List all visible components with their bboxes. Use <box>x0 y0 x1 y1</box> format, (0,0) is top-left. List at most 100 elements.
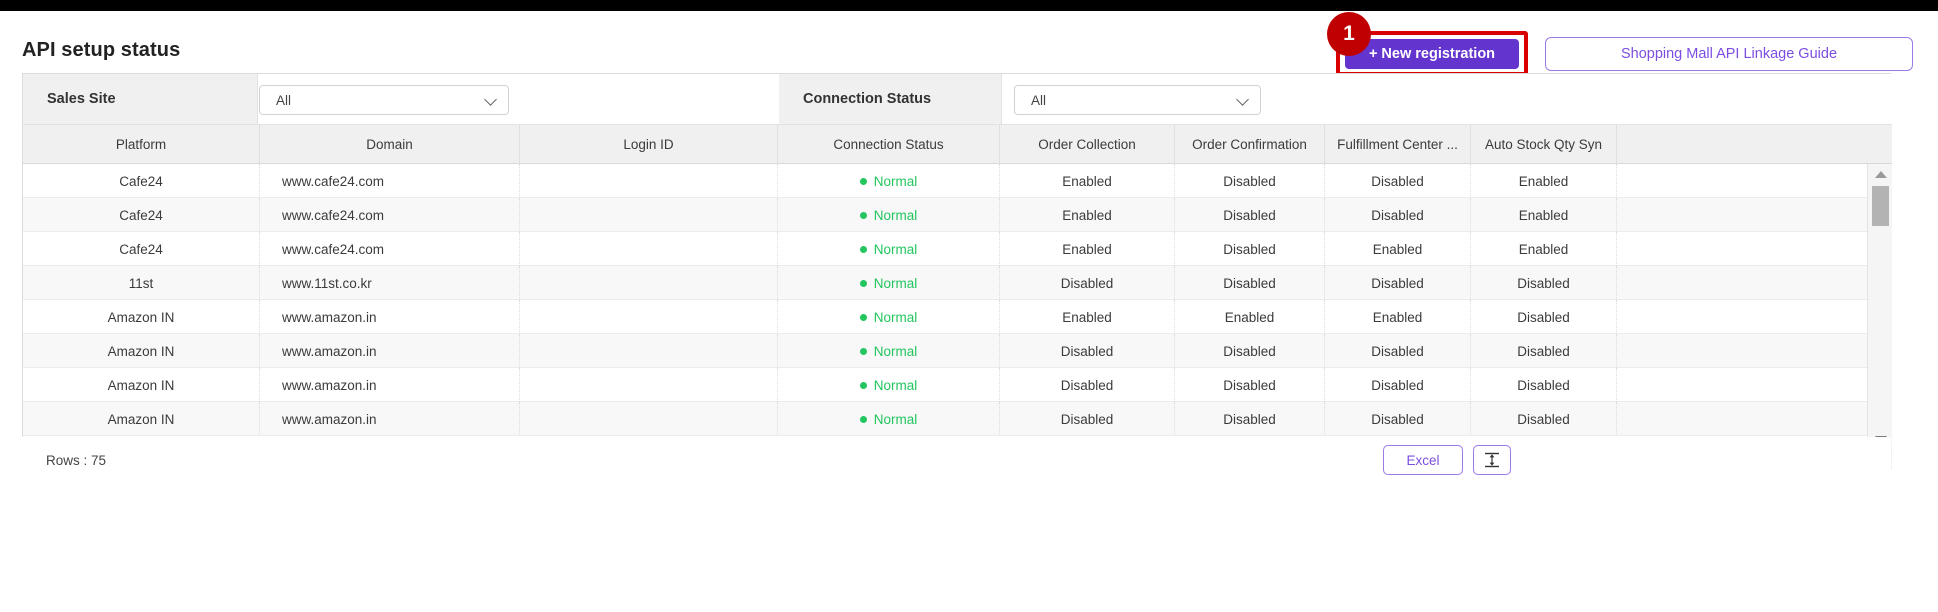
shopping-mall-api-linkage-guide-button[interactable]: Shopping Mall API Linkage Guide <box>1545 37 1913 71</box>
cell-order_collection: Disabled <box>1000 368 1175 402</box>
status-dot-icon <box>859 313 867 321</box>
cell-domain: www.11st.co.kr <box>260 266 520 300</box>
status-text: Normal <box>873 275 918 291</box>
status-text: Normal <box>873 377 918 393</box>
row-height-button[interactable] <box>1473 445 1511 475</box>
table-row[interactable]: Cafe24 www.cafe24.com Normal Enabled Disable… <box>23 232 1892 266</box>
new-registration-button[interactable]: + New registration <box>1345 39 1519 69</box>
status-badge: Normal <box>859 310 917 325</box>
status-dot-icon <box>859 415 867 423</box>
connection-status-select[interactable]: All <box>1014 85 1261 115</box>
status-text: Normal <box>873 343 918 359</box>
cell-platform: Amazon IN <box>23 334 260 368</box>
cell-login_id <box>520 164 778 198</box>
sales-site-label: Sales Site <box>23 74 258 124</box>
filter-bar: Sales Site All Connection Status All <box>23 74 1892 125</box>
cell-platform: 11st <box>23 266 260 300</box>
cell-order_confirmation: Disabled <box>1175 164 1325 198</box>
cell-fulfillment_center: Enabled <box>1325 232 1471 266</box>
column-header-domain[interactable]: Domain <box>260 125 520 164</box>
table-row[interactable]: Cafe24 www.cafe24.com Normal Enabled Disable… <box>23 198 1892 232</box>
cell-order_confirmation: Enabled <box>1175 300 1325 334</box>
cell-fulfillment_center: Disabled <box>1325 334 1471 368</box>
cell-auto_stock_qty_sync: Enabled <box>1471 232 1617 266</box>
vertical-scrollbar[interactable] <box>1867 164 1892 449</box>
grid-footer-bar: Rows : 75 Excel <box>22 437 1891 486</box>
cell-platform: Amazon IN <box>23 368 260 402</box>
table-row[interactable]: Amazon IN www.amazon.in Normal Disabled Disa… <box>23 334 1892 368</box>
cell-auto_stock_qty_sync: Enabled <box>1471 164 1617 198</box>
column-header-connection_status[interactable]: Connection Status <box>778 125 1000 164</box>
cell-fulfillment_center: Disabled <box>1325 198 1471 232</box>
column-header-order_confirmation[interactable]: Order Confirmation <box>1175 125 1325 164</box>
page-title: API setup status <box>22 39 181 61</box>
status-dot-icon <box>859 177 867 185</box>
cell-fulfillment_center: Disabled <box>1325 402 1471 436</box>
cell-connection_status: Normal <box>778 334 1000 368</box>
cell-order_confirmation: Disabled <box>1175 368 1325 402</box>
status-dot-icon <box>859 347 867 355</box>
cell-login_id <box>520 300 778 334</box>
scroll-up-arrow-icon[interactable] <box>1868 166 1892 182</box>
column-header-auto_stock_qty_sync[interactable]: Auto Stock Qty Syn <box>1471 125 1617 164</box>
cell-order_collection: Enabled <box>1000 300 1175 334</box>
page-header: API setup status 1 + New registration Sh… <box>0 11 1938 76</box>
cell-fulfillment_center: Disabled <box>1325 266 1471 300</box>
cell-connection_status: Normal <box>778 402 1000 436</box>
cell-auto_stock_qty_sync: Disabled <box>1471 266 1617 300</box>
grid-body: Cafe24 www.cafe24.com Normal Enabled Disable… <box>23 164 1892 449</box>
cell-login_id <box>520 266 778 300</box>
column-header-login_id[interactable]: Login ID <box>520 125 778 164</box>
cell-auto_stock_qty_sync: Disabled <box>1471 334 1617 368</box>
status-badge: Normal <box>859 241 918 257</box>
cell-domain: www.amazon.in <box>260 300 520 334</box>
table-row[interactable]: Amazon IN www.amazon.in Normal Disabled Disa… <box>23 368 1892 402</box>
status-dot-icon <box>859 381 867 389</box>
cell-fulfillment_center: Disabled <box>1325 164 1471 198</box>
table-row[interactable]: Amazon IN www.amazon.in Normal Enabled Enabl… <box>23 300 1892 334</box>
table-row[interactable]: Cafe24 www.cafe24.com Normal Enabled Disable… <box>23 164 1892 198</box>
cell-login_id <box>520 368 778 402</box>
cell-domain: www.cafe24.com <box>260 198 520 232</box>
cell-login_id <box>520 334 778 368</box>
cell-domain: www.amazon.in <box>260 368 520 402</box>
cell-auto_stock_qty_sync: Disabled <box>1471 368 1617 402</box>
status-text: Normal <box>873 241 918 257</box>
sales-site-value: All <box>276 92 292 108</box>
cell-domain: www.amazon.in <box>260 402 520 436</box>
api-setup-card: Sales Site All Connection Status All Pla… <box>22 73 1892 487</box>
cell-connection_status: Normal <box>778 266 1000 300</box>
table-row[interactable]: Amazon IN www.amazon.in Normal Disabled Disa… <box>23 402 1892 436</box>
connection-status-label: Connection Status <box>779 74 1002 124</box>
row-height-icon <box>1485 452 1499 468</box>
status-badge: Normal <box>859 412 917 427</box>
cell-domain: www.amazon.in <box>260 334 520 368</box>
vertical-scrollbar-thumb[interactable] <box>1872 186 1889 226</box>
status-dot-icon <box>859 211 867 219</box>
cell-login_id <box>520 232 778 266</box>
column-header-fulfillment_center[interactable]: Fulfillment Center ... <box>1325 125 1471 164</box>
column-header-order_collection[interactable]: Order Collection <box>1000 125 1175 164</box>
table-row[interactable]: 11st www.11st.co.kr Normal Disabled Disabled… <box>23 266 1892 300</box>
cell-order_collection: Disabled <box>1000 402 1175 436</box>
column-header-platform[interactable]: Platform <box>23 125 260 164</box>
cell-connection_status: Normal <box>778 300 1000 334</box>
cell-order_collection: Disabled <box>1000 334 1175 368</box>
grid-header-row: Platform Domain Login ID Connection Status O… <box>23 125 1892 164</box>
status-dot-icon <box>859 245 867 253</box>
status-badge: Normal <box>859 343 918 359</box>
chevron-down-icon <box>486 94 498 106</box>
sales-site-select[interactable]: All <box>259 85 509 115</box>
cell-auto_stock_qty_sync: Disabled <box>1471 402 1617 436</box>
excel-export-button[interactable]: Excel <box>1383 445 1463 475</box>
cell-platform: Cafe24 <box>23 232 260 266</box>
cell-connection_status: Normal <box>778 232 1000 266</box>
cell-auto_stock_qty_sync: Disabled <box>1471 300 1617 334</box>
data-grid: Platform Domain Login ID Connection Status O… <box>23 125 1892 487</box>
cell-platform: Cafe24 <box>23 198 260 232</box>
cell-order_confirmation: Disabled <box>1175 198 1325 232</box>
step-badge-1: 1 <box>1327 12 1371 56</box>
cell-fulfillment_center: Disabled <box>1325 368 1471 402</box>
status-badge: Normal <box>859 208 917 223</box>
status-badge: Normal <box>859 174 917 189</box>
